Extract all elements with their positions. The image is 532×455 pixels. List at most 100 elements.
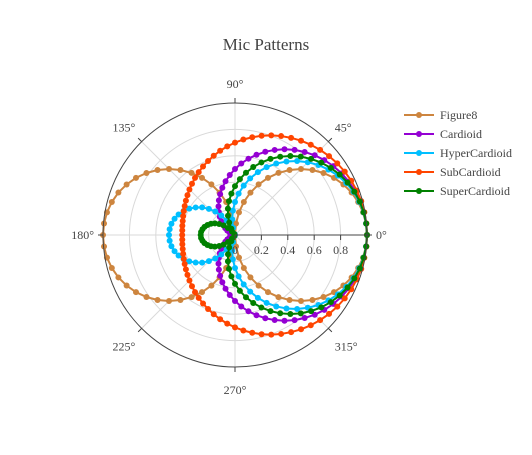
legend-item-hypercardioid[interactable]: HyperCardioid xyxy=(404,146,512,160)
data-point-figure8 xyxy=(133,289,139,296)
data-point-cardioid xyxy=(222,285,229,292)
data-point-cardioid xyxy=(232,298,238,304)
data-point-figure8 xyxy=(255,282,262,289)
data-point-hypercardioid xyxy=(283,305,290,312)
legend-item-cardioid[interactable]: Cardioid xyxy=(404,127,482,141)
data-point-hypercardioid xyxy=(240,281,247,288)
data-point-subcardioid xyxy=(192,289,199,296)
data-point-cardioid xyxy=(253,151,260,158)
data-point-subcardioid xyxy=(200,163,207,170)
data-point-subcardioid xyxy=(181,202,188,209)
data-point-figure8 xyxy=(188,169,195,176)
legend-item-figure8[interactable]: Figure8 xyxy=(404,108,477,122)
data-point-figure8 xyxy=(286,166,293,173)
data-point-subcardioid xyxy=(200,300,207,307)
legend[interactable]: Figure8 Cardioid HyperCardioid SubCardioid S… xyxy=(404,108,512,198)
data-point-hypercardioid xyxy=(263,299,270,306)
data-point-subcardioid xyxy=(258,132,265,139)
angular-tick-mark xyxy=(327,137,333,143)
data-point-figure8 xyxy=(115,274,122,281)
data-point-figure8 xyxy=(309,167,316,174)
data-point-supercardioid xyxy=(267,155,274,162)
data-point-hypercardioid xyxy=(205,205,212,212)
data-point-hypercardioid xyxy=(168,220,175,227)
data-point-subcardioid xyxy=(180,213,187,220)
data-point-subcardioid xyxy=(180,208,187,215)
data-point-supercardioid xyxy=(220,241,227,248)
angular-tick-label: 315° xyxy=(335,339,358,353)
data-point-subcardioid xyxy=(307,322,314,329)
data-point-figure8 xyxy=(199,289,205,296)
data-point-figure8 xyxy=(275,169,282,176)
data-point-supercardioid xyxy=(308,308,315,315)
data-point-hypercardioid xyxy=(235,190,242,197)
data-point-supercardioid xyxy=(308,155,315,162)
data-point-supercardioid xyxy=(327,299,334,306)
data-point-subcardioid xyxy=(192,174,199,181)
data-point-subcardioid xyxy=(179,217,186,224)
data-point-figure8 xyxy=(199,174,205,181)
data-point-cardioid xyxy=(226,172,233,179)
data-point-figure8 xyxy=(235,254,242,261)
legend-marker-swatch xyxy=(416,131,422,137)
data-point-figure8 xyxy=(297,297,304,304)
data-point-hypercardioid xyxy=(254,169,261,176)
data-point-subcardioid xyxy=(205,157,212,164)
data-point-subcardioid xyxy=(224,320,231,327)
data-point-supercardioid xyxy=(356,198,363,205)
data-point-subcardioid xyxy=(334,160,341,167)
data-point-subcardioid xyxy=(268,331,275,338)
data-point-cardioid xyxy=(291,146,298,153)
data-point-supercardioid xyxy=(226,219,233,226)
data-point-supercardioid xyxy=(258,304,265,311)
data-point-cardioid xyxy=(281,146,288,153)
data-point-hypercardioid xyxy=(166,226,173,233)
data-point-supercardioid xyxy=(242,294,249,301)
data-point-subcardioid xyxy=(179,227,186,234)
data-point-hypercardioid xyxy=(218,212,225,219)
data-point-cardioid xyxy=(215,260,222,267)
angular-tick-label: 270° xyxy=(224,383,247,397)
data-point-hypercardioid xyxy=(273,303,280,310)
data-point-subcardioid xyxy=(195,294,202,301)
data-point-supercardioid xyxy=(228,238,235,245)
chart-title: Mic Patterns xyxy=(223,35,309,54)
data-point-subcardioid xyxy=(186,277,193,284)
data-point-hypercardioid xyxy=(212,208,219,215)
data-point-subcardioid xyxy=(217,147,224,154)
data-point-subcardioid xyxy=(210,152,217,159)
data-point-hypercardioid xyxy=(166,232,172,238)
data-point-supercardioid xyxy=(318,304,325,311)
data-point-subcardioid xyxy=(179,246,186,253)
data-point-supercardioid xyxy=(225,225,231,231)
data-point-figure8 xyxy=(320,169,327,176)
data-point-supercardioid xyxy=(336,171,343,178)
axis-layer: 0 0.2 0.4 0.6 0.8 0° 45° 90° 135° 180° 225° 270° 315… xyxy=(71,77,387,397)
data-point-hypercardioid xyxy=(263,164,270,171)
legend-item-subcardioid[interactable]: SubCardioid xyxy=(404,165,501,179)
data-point-subcardioid xyxy=(249,329,256,336)
data-point-subcardioid xyxy=(298,326,305,333)
angular-tick-label: 0° xyxy=(376,228,387,242)
data-point-subcardioid xyxy=(184,271,191,278)
data-point-figure8 xyxy=(255,181,262,188)
angular-tick-label: 45° xyxy=(335,121,352,135)
data-point-supercardioid xyxy=(231,232,238,239)
data-point-subcardioid xyxy=(334,303,341,310)
data-point-hypercardioid xyxy=(171,248,178,255)
data-point-subcardioid xyxy=(182,266,189,273)
data-point-cardioid xyxy=(301,148,308,155)
data-point-supercardioid xyxy=(344,284,351,291)
data-point-cardioid xyxy=(215,266,222,273)
data-point-cardioid xyxy=(245,308,252,315)
data-point-subcardioid xyxy=(288,134,295,141)
data-point-supercardioid xyxy=(327,164,334,171)
data-point-subcardioid xyxy=(232,324,238,331)
legend-label: SubCardioid xyxy=(440,165,501,179)
data-point-subcardioid xyxy=(326,153,333,160)
data-point-cardioid xyxy=(271,317,278,324)
radial-tick-label: 0.4 xyxy=(280,243,295,257)
data-point-cardioid xyxy=(238,160,245,167)
legend-item-supercardioid[interactable]: SuperCardioid xyxy=(404,184,510,198)
